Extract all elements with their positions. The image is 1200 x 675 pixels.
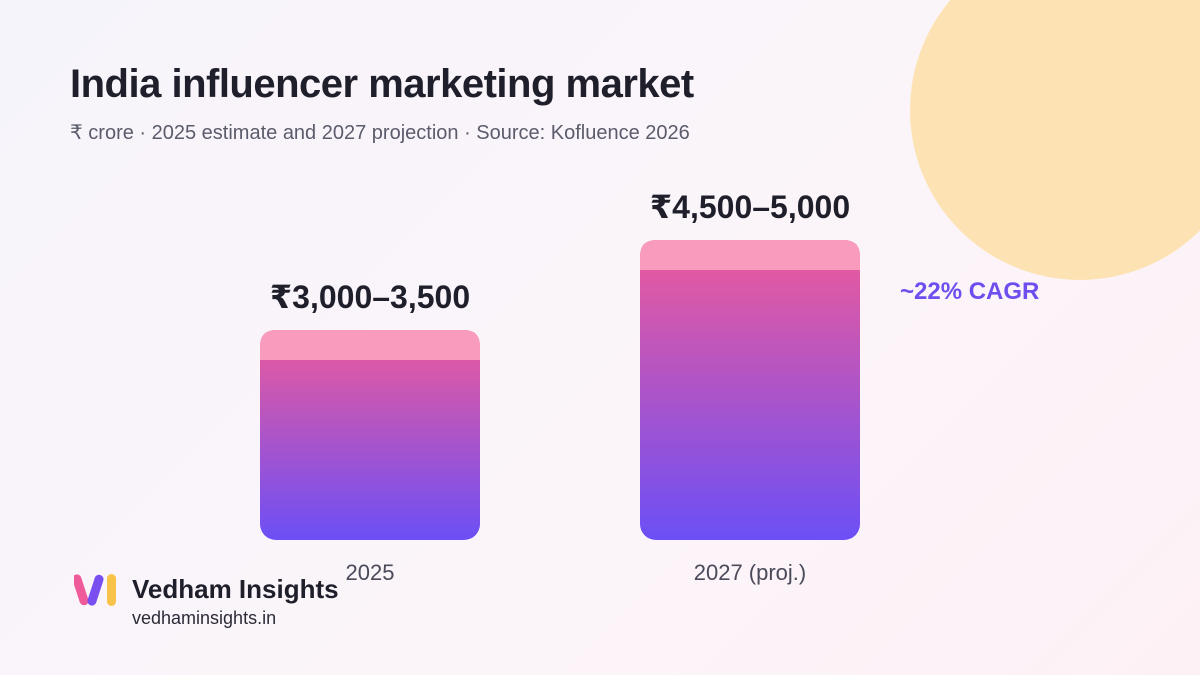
vi-logo-icon	[74, 574, 116, 606]
category-label-1: 2025	[346, 560, 395, 585]
bar-range-band-1	[260, 330, 480, 360]
category-label-2: 2027 (proj.)	[694, 560, 807, 585]
brand-name: Vedham Insights	[132, 574, 339, 604]
cagr-annotation: ~22% CAGR	[900, 278, 1040, 305]
bar-range-band-2	[640, 240, 860, 270]
bar-value-label-2: ₹4,500–5,000	[650, 189, 850, 225]
bar-1	[260, 330, 480, 540]
bar-2	[640, 240, 860, 540]
bar-value-label-1: ₹3,000–3,500	[270, 279, 470, 315]
brand-url: vedhaminsights.in	[132, 608, 277, 628]
page-subtitle: ₹ crore · 2025 estimate and 2027 project…	[70, 122, 690, 144]
page-title: India influencer marketing market	[70, 62, 694, 106]
